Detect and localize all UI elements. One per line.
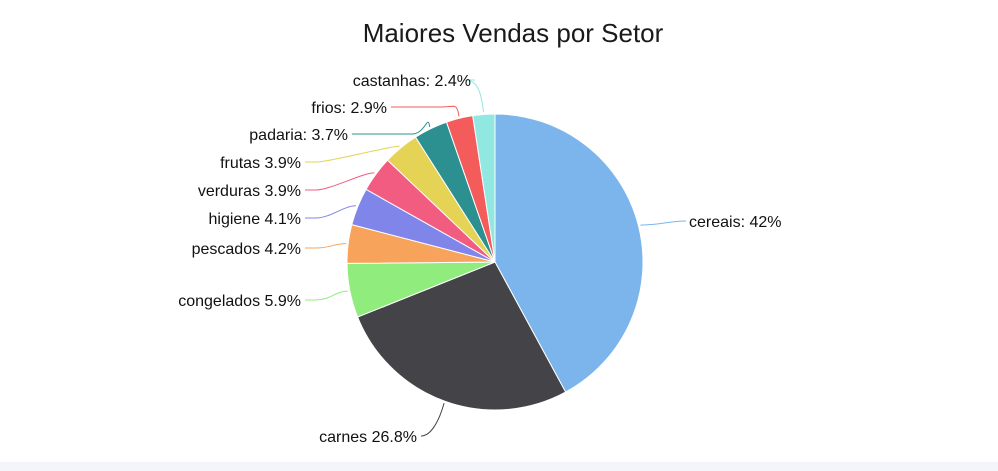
connector-verduras (305, 172, 375, 191)
pie-slice-cereais[interactable] (494, 113, 644, 393)
connector-carnes (420, 402, 445, 437)
connector-frios (391, 105, 460, 117)
connector-cereais (640, 220, 687, 226)
bottom-band (0, 462, 998, 471)
connector-congelados (305, 290, 348, 301)
connector-castanhas (465, 79, 485, 113)
data-label-carnes: carnes 26.8% (319, 429, 417, 446)
chart-title: Maiores Vendas por Setor (362, 18, 664, 48)
data-label-frios: frios: 2.9% (311, 100, 387, 117)
data-label-verduras: verduras 3.9% (198, 183, 301, 200)
data-label-padaria: padaria: 3.7% (249, 127, 348, 144)
data-label-higiene: higiene 4.1% (208, 211, 301, 228)
connector-higiene (305, 205, 356, 219)
connector-frutas (305, 145, 400, 163)
data-label-frutas: frutas 3.9% (220, 155, 301, 172)
data-label-congelados: congelados 5.9% (178, 293, 301, 310)
data-label-cereais: cereais: 42% (689, 214, 782, 231)
connector-pescados (305, 243, 347, 249)
pie-slice-carnes[interactable] (356, 261, 567, 411)
data-label-castanhas: castanhas: 2.4% (353, 73, 471, 90)
data-label-pescados: pescados 4.2% (192, 241, 301, 258)
connector-padaria (352, 121, 431, 135)
pie-slice-castanhas[interactable] (472, 113, 496, 263)
